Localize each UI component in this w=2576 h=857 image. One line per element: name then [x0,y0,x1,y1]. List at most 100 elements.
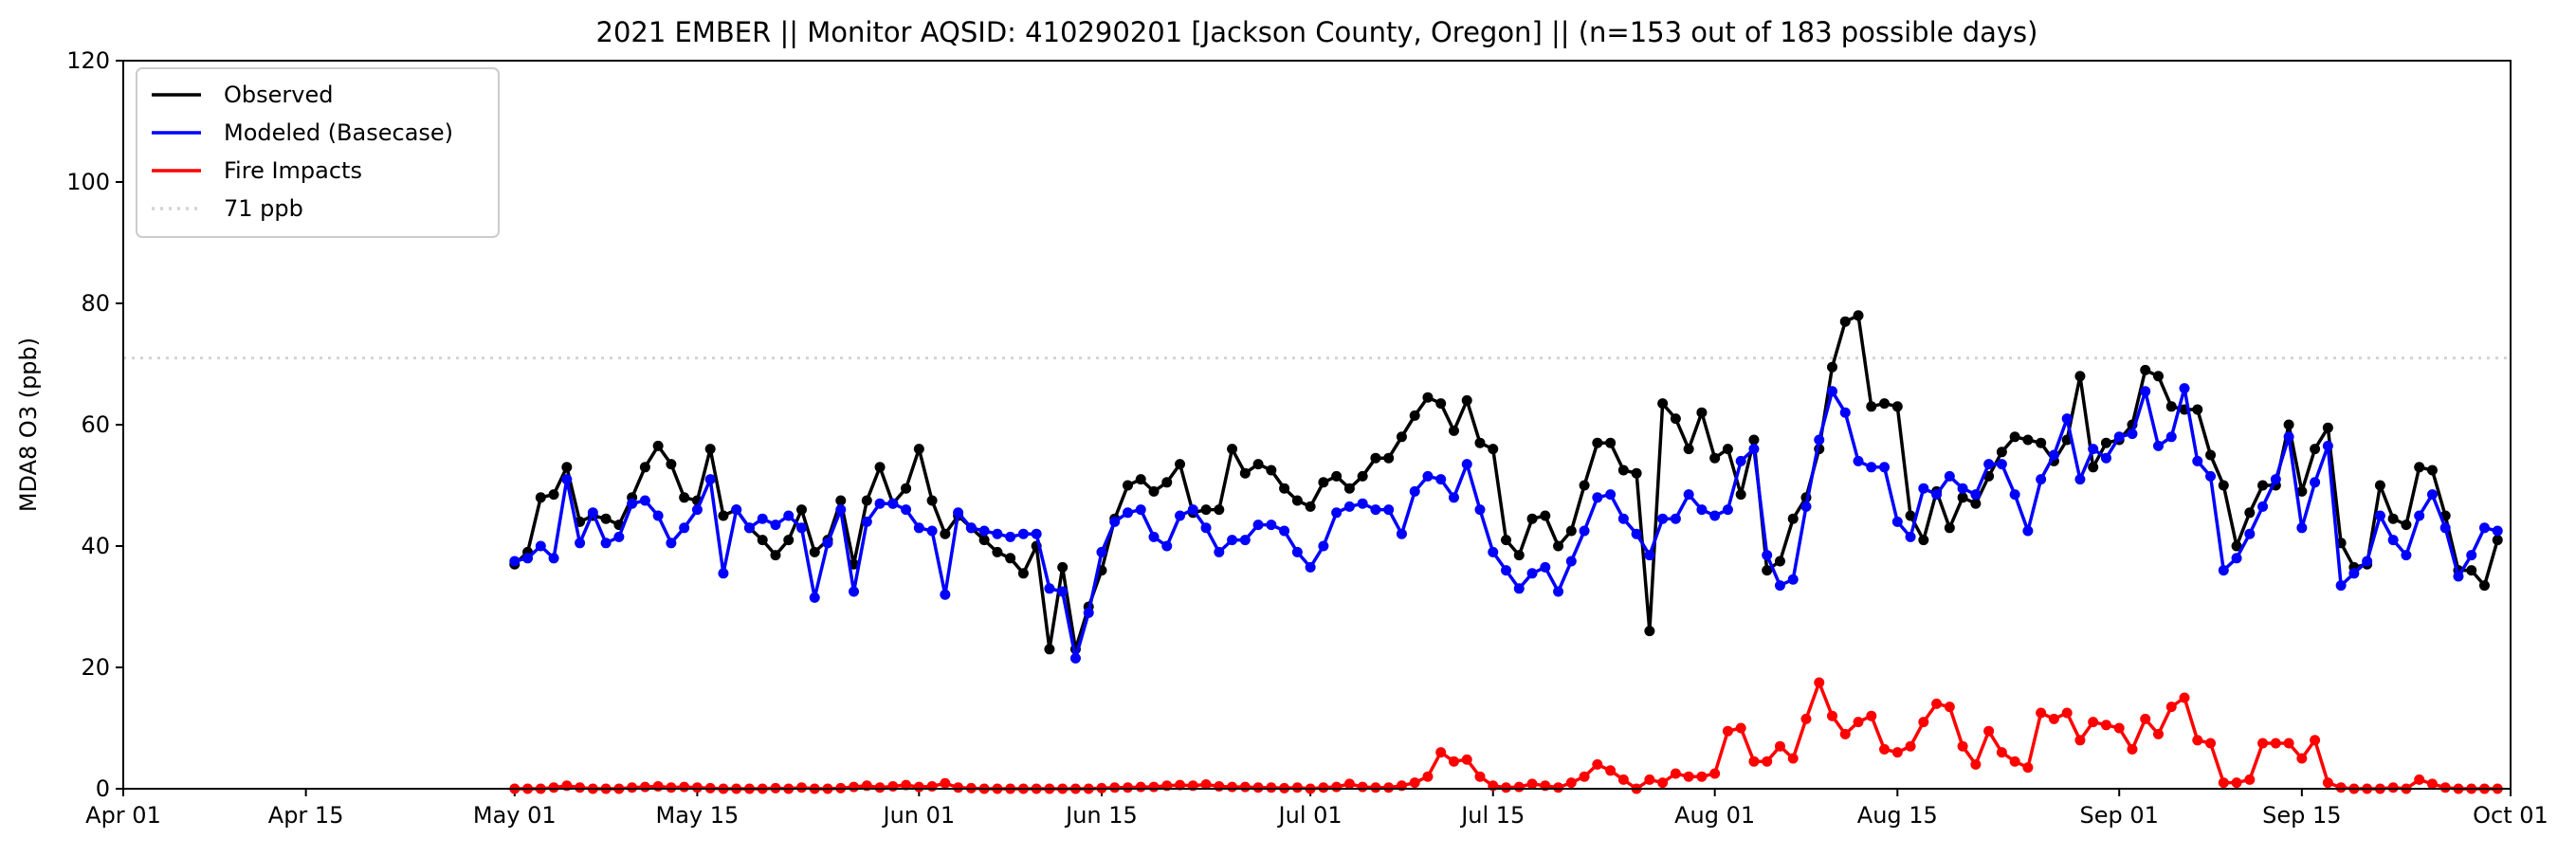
y-tick-label: 20 [81,654,110,681]
fire-impacts-point [1579,771,1590,782]
observed-point [1461,394,1472,406]
fire-impacts-point [1800,713,1812,724]
modeled-basecase-point [2192,455,2203,466]
fire-impacts-point [1735,722,1746,734]
modeled-basecase-point [2478,522,2490,534]
modeled-basecase-point [1800,501,1812,512]
modeled-basecase-point [1631,528,1642,539]
observed-point [1175,459,1186,470]
observed-point [1148,485,1160,497]
observed-point [1266,465,1277,476]
observed-point [992,546,1003,557]
observed-point [1722,444,1733,455]
modeled-basecase-point [1970,489,1982,501]
modeled-basecase-point [2426,489,2438,501]
modeled-basecase-point [2401,550,2412,561]
fire-impacts-point [1592,758,1603,770]
modeled-basecase-point [822,538,833,549]
fire-impacts-point [1944,702,1955,713]
observed-point [1905,510,1916,521]
modeled-basecase-point [1605,489,1617,501]
observed-point [2283,419,2294,430]
modeled-basecase-point [1983,459,1995,470]
fire-impacts-point [1239,781,1251,793]
modeled-basecase-point [835,504,847,516]
modeled-basecase-point [1291,546,1303,557]
modeled-basecase-point [1787,574,1799,585]
modeled-basecase-point [2414,510,2425,521]
legend-box [136,67,500,238]
modeled-basecase-point [561,474,573,485]
modeled-basecase-point [2100,452,2111,464]
modeled-basecase-point [1214,546,1225,557]
fire-impacts-point [1409,777,1420,789]
fire-impacts-point [953,782,964,793]
fire-impacts-point [2165,702,2177,713]
fire-impacts-point [1774,740,1785,752]
modeled-basecase-point [2127,428,2138,440]
fire-impacts-point [1970,758,1982,770]
observed-point [1631,467,1642,479]
observed-point [1474,437,1486,448]
observed-point [1214,504,1225,516]
observed-point [1239,467,1251,479]
modeled-basecase-point [2387,535,2399,546]
fire-impacts-point [1696,771,1708,782]
observed-point [874,462,886,473]
fire-impacts-point [2244,774,2256,785]
observed-point [809,546,820,557]
observed-point [1565,525,1577,537]
fire-impacts-point [2439,782,2451,793]
observed-point [861,495,872,506]
modeled-basecase-point [1409,485,1420,497]
legend-label: Observed [224,82,333,108]
modeled-basecase-point [1017,528,1029,539]
modeled-basecase-point [1161,540,1173,552]
series-modeled-basecase [509,383,2503,664]
modeled-basecase-point [757,513,768,524]
observed-point [561,462,573,473]
observed-point [2165,401,2177,412]
observed-point [1970,498,1982,509]
fire-impacts-point [1931,698,1943,709]
fire-impacts-point [2152,728,2164,739]
modeled-basecase-point [1031,528,1042,539]
observed-point [666,459,677,470]
x-tick-label: Sep 01 [2080,802,2159,829]
modeled-basecase-point [2244,528,2256,539]
observed-point [2152,371,2164,382]
observed-point [1735,489,1746,501]
x-tick-label: Sep 15 [2262,802,2341,829]
modeled-basecase-point [1318,540,1329,552]
modeled-basecase-point [1996,459,2007,470]
observed-point [1057,561,1069,573]
x-tick-label: Jul 15 [1459,802,1525,829]
observed-point [1370,452,1381,464]
x-tick-label: Aug 15 [1857,802,1938,829]
modeled-basecase-point [1722,504,1733,516]
observed-point [1305,501,1316,512]
observed-point [1891,401,1903,412]
plot-frame [122,60,2512,790]
fire-impacts-point [2283,738,2294,749]
observed-point [1553,540,1564,552]
fire-impacts-point [2414,774,2425,785]
legend: Observed Modeled (Basecase) Fire Impacts 71… [136,67,500,238]
fire-impacts-point [1148,781,1160,793]
observed-point [639,462,650,473]
modeled-basecase-point [887,498,899,509]
modeled-basecase-point [1644,550,1655,561]
y-tick-label: 80 [81,290,110,317]
fire-impacts-point [2100,720,2111,731]
observed-point [2414,462,2425,473]
fire-impacts-point [1474,771,1486,782]
modeled-basecase-point [548,553,559,564]
modeled-basecase-point [1331,507,1343,519]
modeled-basecase-point [1709,510,1721,521]
observed-point [1526,513,1538,524]
fire-impacts-point [2270,738,2281,749]
modeled-basecase-point [1187,504,1198,516]
fire-impacts-point [1383,782,1395,793]
modeled-basecase-point [1083,607,1094,618]
observed-point [2296,485,2308,497]
